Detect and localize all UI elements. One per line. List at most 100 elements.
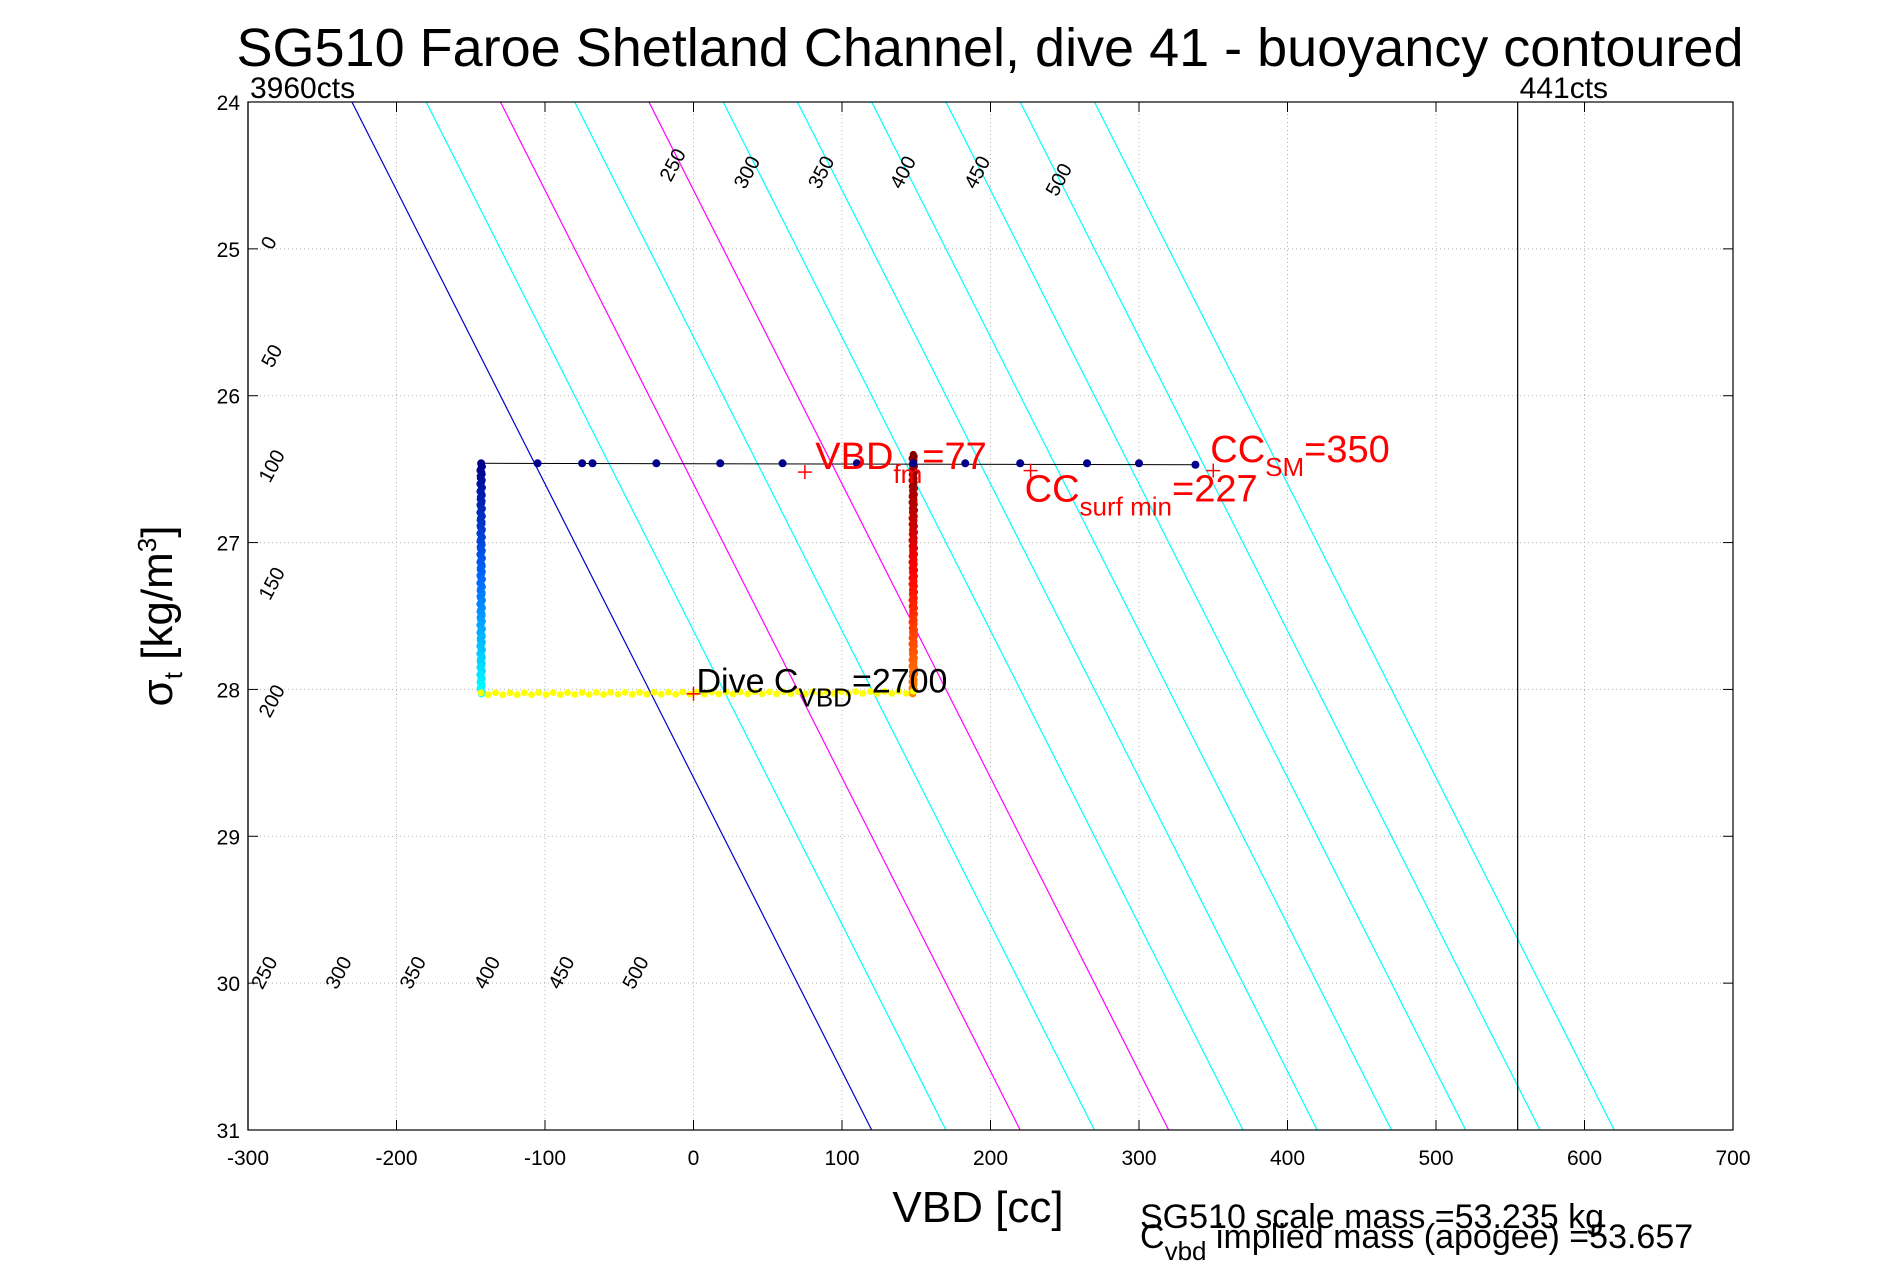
annotation-vbd-fm-value: =77 bbox=[922, 436, 986, 478]
vbd-limit-label: 3960cts bbox=[250, 72, 355, 105]
surface-point bbox=[961, 459, 970, 468]
bottom-point bbox=[715, 690, 723, 698]
x-tick-label: -100 bbox=[524, 1147, 566, 1170]
y-axis-superscript: 3 bbox=[132, 538, 162, 552]
bottom-point bbox=[830, 690, 838, 698]
contour-line-250 bbox=[722, 102, 1244, 1130]
bottom-point bbox=[845, 690, 852, 697]
surface-track-line bbox=[481, 462, 1199, 466]
bottom-point bbox=[542, 691, 550, 699]
bottom-point bbox=[657, 690, 665, 698]
y-tick-label: 27 bbox=[217, 533, 240, 556]
bottom-point bbox=[722, 688, 730, 696]
bottom-point bbox=[765, 688, 773, 696]
bottom-point bbox=[895, 688, 903, 695]
bottom-point bbox=[701, 690, 708, 698]
annotation-cc-surf-min-main: CC bbox=[1025, 468, 1080, 510]
bottom-point bbox=[909, 687, 917, 695]
bottom-point bbox=[614, 690, 622, 698]
bottom-point bbox=[773, 690, 780, 698]
bottom-point bbox=[737, 688, 744, 696]
x-tick-label: 500 bbox=[1418, 1147, 1453, 1170]
surface-point bbox=[588, 459, 597, 468]
x-tick-label: 200 bbox=[973, 1147, 1008, 1170]
bottom-point bbox=[499, 691, 507, 699]
y-tick-label: 26 bbox=[217, 386, 240, 409]
bottom-point bbox=[592, 689, 600, 696]
bottom-point bbox=[679, 688, 687, 696]
annotation-vbd-fm-main: VBD bbox=[815, 436, 893, 478]
plus-marker bbox=[797, 465, 812, 480]
bottom-point bbox=[823, 688, 831, 696]
grid-lines bbox=[248, 102, 1733, 1130]
surface-point bbox=[1135, 459, 1143, 468]
plus-marker bbox=[1023, 463, 1038, 478]
annotation-cc-sm-value: =350 bbox=[1304, 429, 1390, 471]
bottom-point bbox=[520, 689, 528, 697]
x-tick-label: 0 bbox=[688, 1147, 700, 1170]
bottom-point bbox=[556, 691, 564, 698]
bottom-point bbox=[506, 689, 514, 697]
bottom-point bbox=[672, 690, 680, 698]
bottom-point bbox=[571, 691, 579, 698]
bottom-point bbox=[758, 690, 766, 698]
bottom-point bbox=[564, 689, 571, 696]
plus-marker bbox=[1206, 463, 1221, 478]
bottom-point bbox=[729, 690, 737, 698]
annotation-dive-cvbd-value: =2700 bbox=[852, 662, 948, 700]
implied-mass-label: Cvbd implied mass (apogee) =53.657 bbox=[1140, 1218, 1693, 1262]
contour-line-400 bbox=[945, 102, 1467, 1130]
x-tick-label: 600 bbox=[1567, 1147, 1602, 1170]
axis-ticks: -300 -200 -100 0 100 200 300 400 500 600 700 24 25 26… bbox=[217, 92, 1751, 1170]
surface-point bbox=[477, 459, 486, 468]
bottom-point bbox=[780, 688, 788, 696]
annotation-dive-cvbd-sub: VBD bbox=[799, 682, 852, 712]
surface-point bbox=[1016, 459, 1025, 468]
bottom-point bbox=[513, 691, 521, 699]
plus-marker bbox=[686, 686, 701, 701]
bottom-point bbox=[578, 689, 586, 696]
bottom-point bbox=[607, 688, 615, 696]
annotation-cc-sm-sub: SM bbox=[1265, 452, 1304, 482]
bottom-point bbox=[809, 688, 816, 696]
bottom-point bbox=[751, 688, 759, 696]
surface-point bbox=[852, 459, 861, 468]
bottom-point bbox=[873, 690, 881, 697]
annotation-dive-cvbd: Dive CVBD=2700 bbox=[696, 662, 947, 712]
bottom-point bbox=[650, 688, 658, 696]
bottom-point bbox=[902, 689, 910, 697]
y-tick-label: 28 bbox=[217, 679, 240, 702]
bottom-point bbox=[859, 690, 867, 697]
bottom-point bbox=[628, 690, 636, 698]
annotation-dive-cvbd-main: Dive C bbox=[696, 662, 798, 700]
contour-line-450 bbox=[1019, 102, 1541, 1130]
bottom-point bbox=[665, 688, 672, 696]
y-axis-unit: [kg/m bbox=[133, 552, 182, 660]
dive-track bbox=[476, 450, 1200, 699]
x-tick-label: 400 bbox=[1270, 1147, 1305, 1170]
y-tick-label: 29 bbox=[217, 826, 240, 849]
x-tick-label: 100 bbox=[824, 1147, 859, 1170]
markers bbox=[686, 463, 1221, 701]
x-tick-label: -300 bbox=[227, 1147, 269, 1170]
bottom-point bbox=[852, 688, 860, 695]
scale-mass-label: SG510 scale mass =53.235 kg bbox=[1140, 1198, 1604, 1236]
annotation-cc-sm: CCSM=350 bbox=[1210, 429, 1389, 482]
bottom-point bbox=[621, 688, 629, 696]
bottom-point bbox=[492, 689, 499, 697]
bottom-point bbox=[708, 688, 716, 696]
contour-line-500 bbox=[1093, 102, 1615, 1130]
y-tick-label: 25 bbox=[217, 239, 240, 262]
y-axis-close: ] bbox=[133, 526, 182, 538]
surface-point bbox=[578, 459, 587, 468]
bottom-point bbox=[636, 688, 643, 696]
contour-line-0 bbox=[351, 102, 873, 1130]
bottom-point bbox=[477, 689, 485, 697]
contour-line-100 bbox=[499, 102, 1021, 1130]
bottom-point bbox=[881, 688, 888, 695]
bottom-point bbox=[528, 691, 535, 699]
annotation-vbd-fm: VBDfm=77 bbox=[815, 436, 987, 489]
contour-line-50 bbox=[425, 102, 947, 1130]
